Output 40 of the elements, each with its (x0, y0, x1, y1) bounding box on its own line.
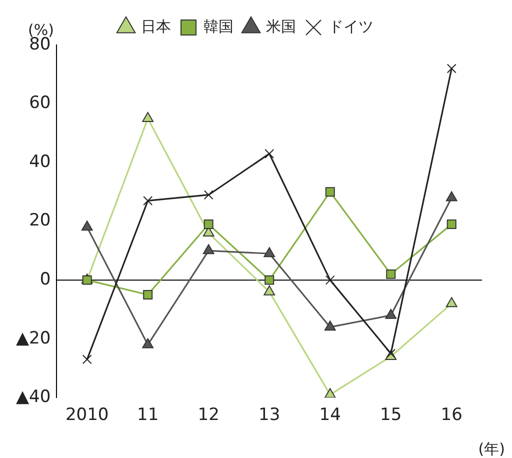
point (324, 388, 336, 398)
x-tick-label: 15 (380, 405, 402, 426)
x-tick-label: 14 (319, 405, 341, 426)
point (324, 320, 336, 331)
legend-label: ドイツ (328, 17, 374, 36)
x-tick-label: 16 (440, 405, 462, 426)
point (264, 275, 274, 285)
point (446, 191, 458, 202)
y-tick-label: 20 (29, 210, 51, 231)
point (325, 275, 335, 285)
y-tick-label: ▲20 (16, 328, 51, 348)
legend-label: 米国 (266, 17, 296, 36)
point (385, 308, 397, 319)
y-tick-label: 60 (29, 93, 51, 114)
x-tick-label: 11 (137, 405, 159, 426)
point (204, 219, 214, 229)
point (386, 269, 396, 279)
y-tick-label: 0 (40, 269, 51, 290)
point (264, 285, 276, 296)
point (264, 247, 276, 258)
point (81, 220, 93, 231)
legend-label: 日本 (141, 17, 171, 36)
x-tick-label: 12 (198, 405, 220, 426)
y-tick-label: 40 (29, 152, 51, 172)
point (204, 190, 214, 200)
x-tick-label: 13 (258, 405, 280, 426)
point (202, 244, 214, 254)
point (143, 290, 153, 300)
point (325, 187, 335, 197)
point (446, 64, 456, 74)
point (446, 297, 458, 308)
x-tick-label: 2010 (65, 405, 109, 426)
point (143, 196, 153, 206)
point (82, 354, 92, 364)
point (142, 338, 154, 348)
point (446, 219, 456, 229)
y-tick-label: ▲40 (16, 387, 51, 408)
point (264, 148, 274, 158)
legend-label: 韓国 (204, 17, 234, 36)
x-axis-title: (年) (478, 440, 505, 458)
